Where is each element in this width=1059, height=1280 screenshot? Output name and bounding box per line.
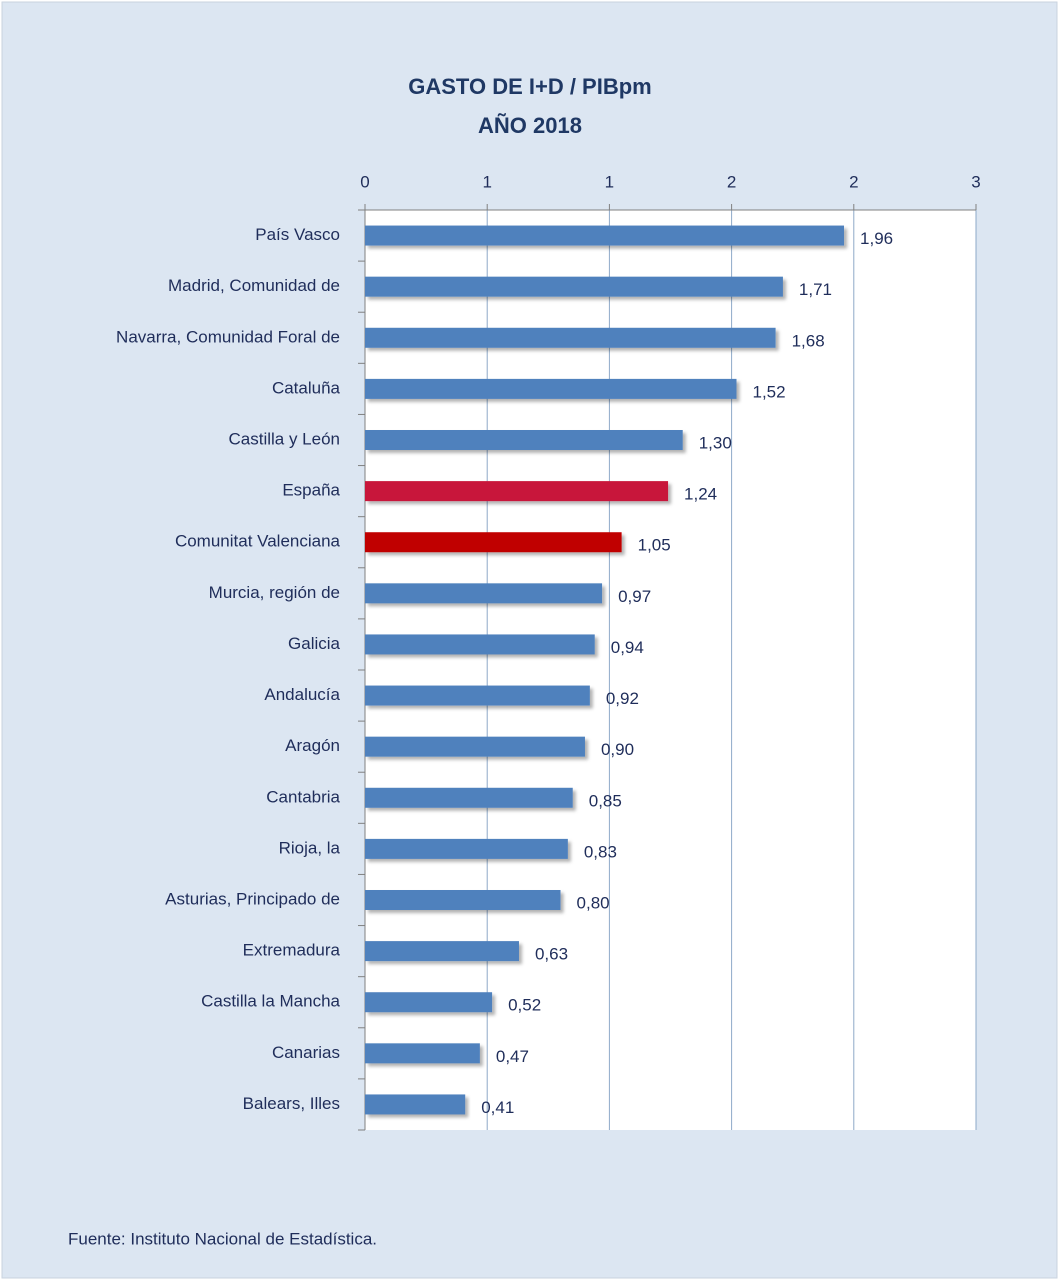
x-tick-label: 2 xyxy=(849,172,858,191)
bar xyxy=(365,838,568,859)
bar xyxy=(365,634,595,655)
data-label: 1,96 xyxy=(860,229,893,248)
bar xyxy=(365,941,519,962)
data-label: 0,63 xyxy=(535,945,568,964)
y-tick-label: Castilla la Mancha xyxy=(201,992,340,1011)
y-tick-label: Extremadura xyxy=(243,941,341,960)
data-label: 0,97 xyxy=(618,587,651,606)
bar xyxy=(365,430,683,450)
bar xyxy=(365,992,493,1013)
data-label: 0,47 xyxy=(496,1047,529,1066)
x-tick-label: 0 xyxy=(360,172,369,191)
y-tick-label: Murcia, región de xyxy=(209,583,340,602)
data-label: 1,52 xyxy=(752,382,785,401)
bar xyxy=(365,787,573,808)
bar xyxy=(365,532,622,553)
data-label: 1,24 xyxy=(684,485,717,504)
data-label: 1,30 xyxy=(699,433,732,452)
y-tick-label: Canarias xyxy=(272,1043,340,1062)
y-tick-label: Comunitat Valenciana xyxy=(175,532,341,551)
x-tick-label: 3 xyxy=(971,172,980,191)
bar xyxy=(365,685,590,706)
x-tick-label: 1 xyxy=(605,172,614,191)
y-tick-label: País Vasco xyxy=(255,225,340,244)
data-label: 1,05 xyxy=(638,536,671,555)
bar xyxy=(365,276,783,297)
bar xyxy=(365,327,776,348)
data-label: 0,83 xyxy=(584,842,617,861)
plot-area xyxy=(365,210,976,1130)
chart-subtitle: AÑO 2018 xyxy=(478,113,582,138)
data-label: 1,68 xyxy=(792,331,825,350)
y-tick-label: Madrid, Comunidad de xyxy=(168,276,340,295)
y-tick-label: Aragón xyxy=(285,736,340,755)
data-label: 0,41 xyxy=(481,1098,514,1117)
y-tick-label: Castilla y León xyxy=(228,429,340,448)
bar xyxy=(365,736,585,757)
bar xyxy=(365,890,561,910)
y-tick-label: Rioja, la xyxy=(279,838,341,857)
y-tick-label: Cataluña xyxy=(272,378,341,397)
bar xyxy=(365,225,845,246)
bar xyxy=(365,583,603,604)
bar xyxy=(365,378,737,399)
y-tick-label: España xyxy=(282,481,340,500)
y-tick-label: Navarra, Comunidad Foral de xyxy=(116,327,340,346)
data-label: 1,71 xyxy=(799,280,832,299)
y-tick-label: Galicia xyxy=(288,634,341,653)
x-tick-label: 2 xyxy=(727,172,736,191)
y-tick-label: Asturias, Principado de xyxy=(165,889,340,908)
chart-title: GASTO DE I+D / PIBpm xyxy=(408,74,651,99)
data-label: 0,52 xyxy=(508,996,541,1015)
y-tick-label: Balears, Illes xyxy=(243,1094,340,1113)
x-tick-label: 1 xyxy=(482,172,491,191)
bar xyxy=(365,1094,466,1115)
data-label: 0,92 xyxy=(606,689,639,708)
data-label: 0,80 xyxy=(577,893,610,912)
source-note: Fuente: Instituto Nacional de Estadístic… xyxy=(68,1229,377,1248)
data-label: 0,94 xyxy=(611,638,644,657)
y-tick-label: Cantabria xyxy=(266,787,340,806)
data-label: 0,90 xyxy=(601,740,634,759)
y-tick-label: Andalucía xyxy=(264,685,340,704)
bar xyxy=(365,481,669,502)
data-label: 0,85 xyxy=(589,791,622,810)
bar xyxy=(365,1043,480,1064)
